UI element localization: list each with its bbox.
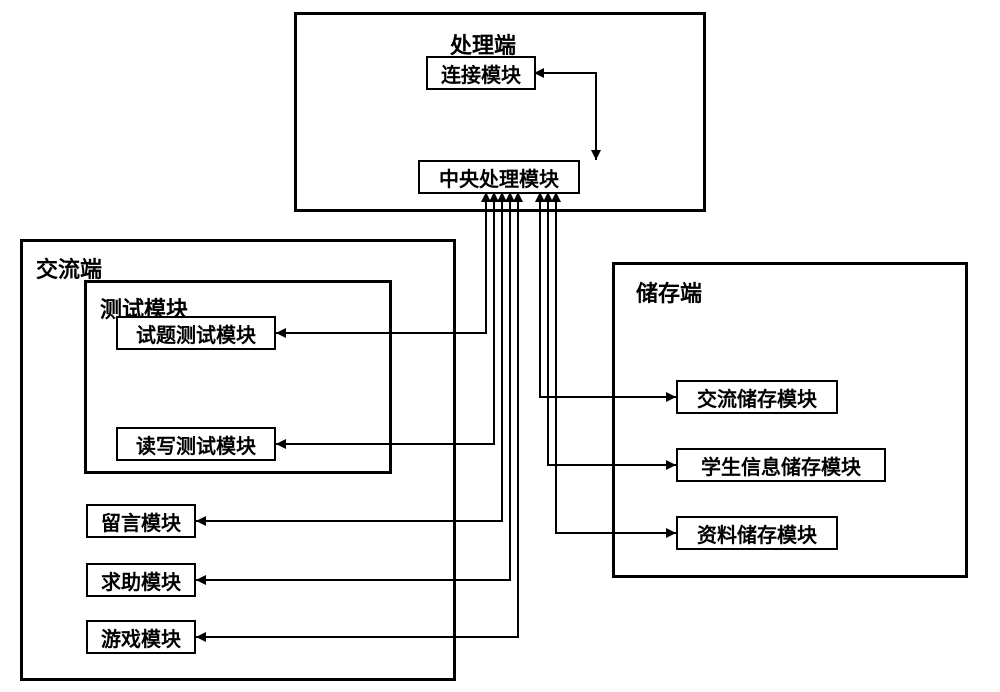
- node-connect: 连接模块: [426, 56, 536, 90]
- node-message: 留言模块: [86, 504, 196, 538]
- node-qtest: 试题测试模块: [116, 316, 276, 350]
- node-central: 中央处理模块: [418, 160, 580, 194]
- diagram-canvas: 处理端 交流端 测试模块 储存端 连接模块 中央处理模块 试题测试模块 读写测试…: [0, 0, 1000, 692]
- group-storage-title: 储存端: [636, 276, 702, 308]
- node-help: 求助模块: [86, 563, 196, 597]
- node-store-stu: 学生信息储存模块: [676, 448, 886, 482]
- node-store-data: 资料储存模块: [676, 516, 838, 550]
- node-game: 游戏模块: [86, 620, 196, 654]
- node-store-ex: 交流储存模块: [676, 380, 838, 414]
- node-rwtest: 读写测试模块: [116, 427, 276, 461]
